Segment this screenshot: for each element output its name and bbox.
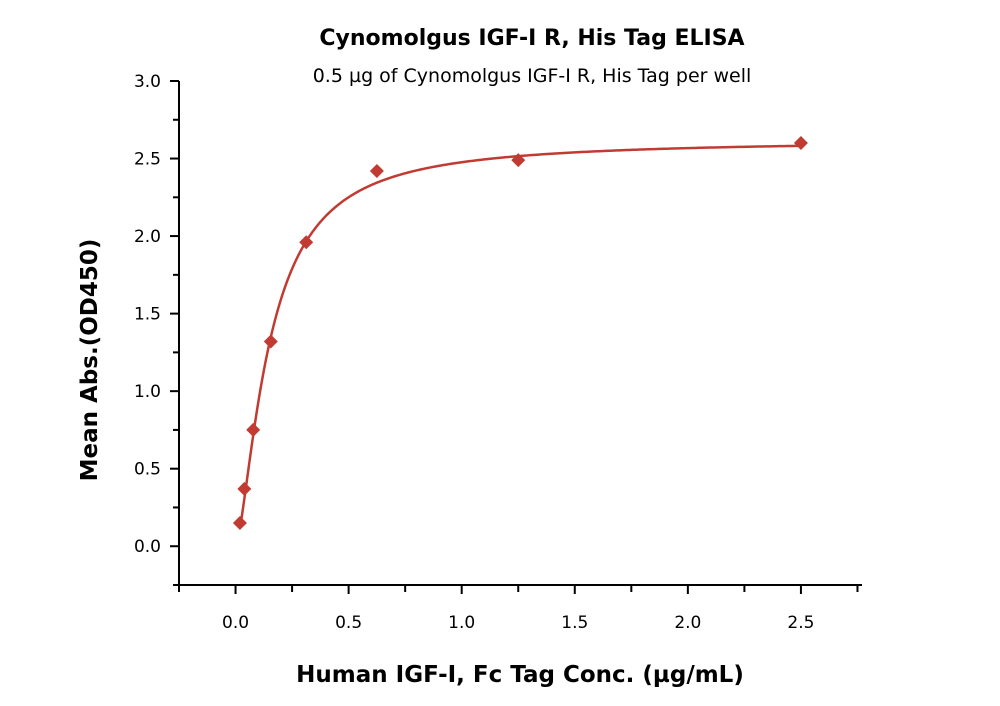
y-tick-label: 0.5 — [134, 460, 161, 480]
y-tick-label: 1.0 — [134, 382, 161, 402]
y-tick-label: 2.5 — [134, 150, 161, 170]
data-points — [232, 136, 808, 530]
chart-title: Cynomolgus IGF-I R, His Tag ELISA — [319, 26, 744, 51]
data-point — [232, 515, 247, 530]
axes — [170, 80, 862, 594]
y-tick-label: 0.0 — [134, 537, 161, 557]
fit-curve — [238, 144, 801, 529]
x-tick-label: 1.0 — [448, 613, 475, 633]
data-point — [793, 136, 808, 151]
y-tick-label: 1.5 — [134, 305, 161, 325]
data-point — [263, 334, 278, 349]
data-point — [511, 153, 526, 168]
x-tick-label: 1.5 — [561, 613, 588, 633]
data-point — [246, 422, 261, 437]
data-point — [369, 163, 384, 178]
x-tick-labels: 0.0 0.5 1.0 1.5 2.0 2.5 — [222, 613, 814, 633]
data-point — [299, 235, 314, 250]
y-tick-label: 2.0 — [134, 227, 161, 247]
x-tick-label: 2.5 — [787, 613, 814, 633]
data-point — [237, 481, 252, 496]
chart-subtitle: 0.5 µg of Cynomolgus IGF-I R, His Tag pe… — [313, 65, 752, 87]
x-axis-label: Human IGF-I, Fc Tag Conc. (µg/mL) — [296, 662, 744, 688]
x-tick-label: 0.0 — [222, 613, 249, 633]
y-axis-label: Mean Abs.(OD450) — [77, 239, 103, 482]
y-tick-label: 3.0 — [134, 72, 161, 92]
x-tick-label: 0.5 — [335, 613, 362, 633]
y-tick-labels: 0.0 0.5 1.0 1.5 2.0 2.5 3.0 — [134, 72, 161, 557]
x-tick-label: 2.0 — [674, 613, 701, 633]
